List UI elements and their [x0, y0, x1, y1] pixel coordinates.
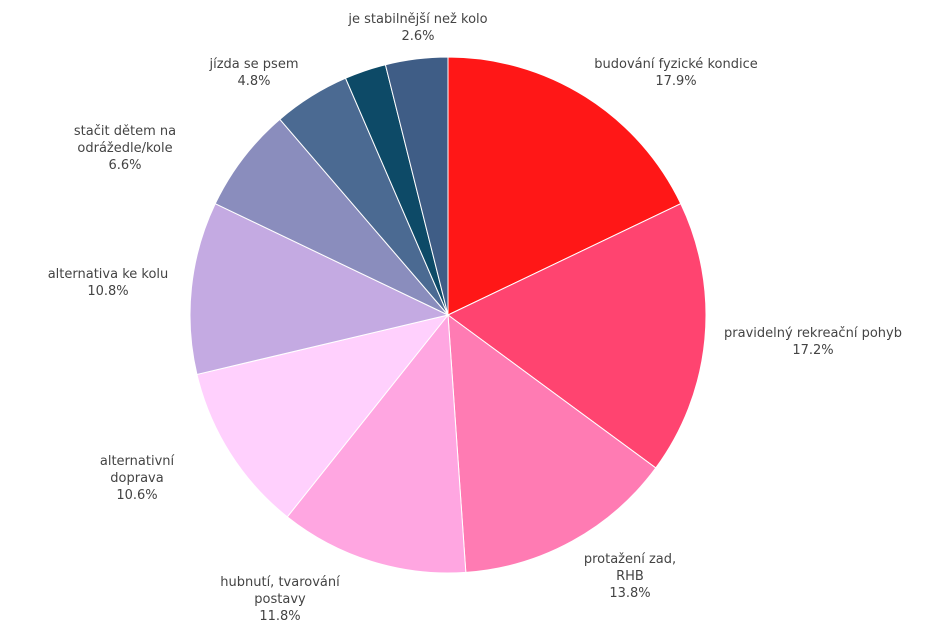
pie-slice[interactable]: [447, 313, 657, 573]
slice-category-label: stačit dětem na: [74, 124, 176, 139]
pie-slice[interactable]: [384, 56, 449, 316]
slice-labels: budování fyzické kondice 17.9% pravidelný …: [48, 12, 902, 624]
slice-value-label: 10.6%: [116, 488, 157, 503]
pie-slice[interactable]: [286, 313, 467, 574]
slice-label: budování fyzické kondice 17.9%: [594, 57, 757, 89]
pie-slice[interactable]: [196, 314, 450, 518]
slice-label: pravidelný rekreační pohyb 17.2%: [724, 326, 902, 358]
slice-value-label: 13.8%: [609, 586, 650, 601]
slice-category-label: alternativa ke kolu: [48, 267, 169, 282]
slice-value-label: 2.6%: [401, 29, 434, 44]
slice-label: stačit dětem na odrážedle/kole 6.6%: [74, 124, 176, 173]
pie-slice[interactable]: [447, 56, 682, 316]
slice-category-label: alternativní: [100, 454, 175, 469]
slice-value-label: 17.9%: [655, 74, 696, 89]
slice-value-label: 6.6%: [108, 158, 141, 173]
pie-slices: [189, 56, 707, 574]
slice-label: alternativní doprava 10.6%: [100, 454, 175, 503]
slice-value-label: 4.8%: [237, 74, 270, 89]
slice-label: hubnutí, tvarování postavy 11.8%: [220, 575, 340, 624]
slice-label: protažení zad, RHB 13.8%: [584, 552, 676, 601]
slice-category-label: je stabilnější než kolo: [347, 12, 487, 27]
slice-value-label: 11.8%: [259, 609, 300, 624]
slice-value-label: 17.2%: [792, 343, 833, 358]
slice-category-label: jízda se psem: [209, 57, 299, 72]
slice-category-label: protažení zad,: [584, 552, 676, 567]
slice-category-label: postavy: [254, 592, 306, 607]
slice-category-label: hubnutí, tvarování: [220, 575, 340, 590]
slice-value-label: 10.8%: [87, 284, 128, 299]
pie-slice[interactable]: [189, 203, 450, 376]
slice-category-label: pravidelný rekreační pohyb: [724, 326, 902, 341]
slice-category-label: RHB: [616, 569, 644, 584]
slice-label: je stabilnější než kolo 2.6%: [347, 12, 487, 44]
slice-label: alternativa ke kolu 10.8%: [48, 267, 169, 299]
slice-category-label: doprava: [110, 471, 163, 486]
slice-category-label: odrážedle/kole: [77, 141, 172, 156]
slice-label: jízda se psem 4.8%: [209, 57, 299, 89]
pie-slice[interactable]: [447, 203, 707, 469]
slice-category-label: budování fyzické kondice: [594, 57, 757, 72]
